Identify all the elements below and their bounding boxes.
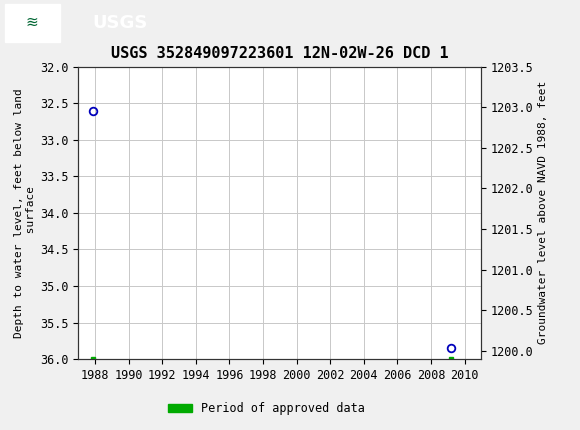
- Text: USGS: USGS: [93, 14, 148, 31]
- Y-axis label: Depth to water level, feet below land
 surface: Depth to water level, feet below land su…: [14, 88, 36, 338]
- FancyBboxPatch shape: [5, 3, 60, 42]
- Y-axis label: Groundwater level above NAVD 1988, feet: Groundwater level above NAVD 1988, feet: [538, 81, 548, 344]
- Title: USGS 352849097223601 12N-02W-26 DCD 1: USGS 352849097223601 12N-02W-26 DCD 1: [111, 46, 449, 61]
- Legend: Period of approved data: Period of approved data: [164, 397, 370, 420]
- Text: ≋: ≋: [26, 15, 38, 30]
